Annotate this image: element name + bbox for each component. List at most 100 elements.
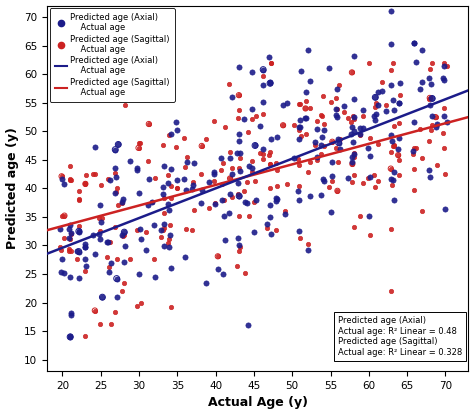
Point [151,175,159,181]
Point [180,134,188,141]
Point [182,225,190,232]
Point [413,144,420,151]
Point [91,307,99,314]
Point [319,93,327,100]
Point [317,142,325,149]
Point [98,182,105,188]
Point [410,166,418,172]
Point [248,168,255,175]
Point [210,168,218,175]
Point [244,322,252,328]
Point [68,248,75,255]
Point [99,215,106,222]
Point [107,320,114,327]
Point [434,120,441,127]
Point [395,100,402,107]
Point [426,75,433,81]
Point [387,82,394,88]
Point [387,149,394,155]
Point [432,114,439,120]
Point [340,108,348,115]
Point [250,198,257,205]
Point [259,66,267,73]
Point [360,107,367,114]
Point [283,100,291,107]
Point [82,333,89,339]
Point [227,190,234,197]
Point [241,270,249,276]
Point [333,111,340,118]
Point [111,308,119,315]
Point [135,190,142,197]
Point [350,116,357,123]
Point [105,263,112,270]
Point [111,164,118,171]
Point [295,162,303,169]
Point [382,107,390,114]
Point [180,176,188,183]
Point [283,181,291,187]
Point [359,124,366,131]
Point [160,162,168,169]
Point [104,238,111,245]
Point [105,269,112,276]
Point [82,244,89,251]
Point [328,173,336,179]
Point [365,144,372,151]
Point [198,143,206,149]
Point [111,169,118,176]
Point [348,161,356,167]
Point [302,105,310,112]
Point [273,182,281,189]
Point [165,244,173,250]
Point [296,124,304,130]
Point [245,163,252,170]
Point [222,123,229,130]
Point [340,103,348,109]
Point [366,231,374,238]
Point [133,166,141,173]
Point [366,174,374,181]
Point [66,222,74,228]
Point [428,122,436,128]
Point [387,132,394,139]
Point [75,248,82,255]
Point [67,231,74,238]
Point [428,95,436,102]
Point [333,114,340,121]
Point [236,64,243,71]
Y-axis label: Predicted age (y): Predicted age (y) [6,127,18,249]
Point [67,177,75,184]
Point [135,144,142,151]
Point [418,46,426,53]
Point [251,178,259,184]
Point [66,273,73,280]
Point [91,170,99,177]
Point [390,143,397,150]
Point [118,200,126,206]
Point [237,244,244,251]
Point [302,115,310,122]
Point [190,206,198,213]
Point [387,225,394,232]
Point [166,222,173,229]
Point [182,187,190,193]
Point [279,122,287,129]
Point [302,98,310,105]
Point [279,122,287,129]
Point [297,117,304,123]
Point [333,106,340,113]
Point [336,146,344,152]
Point [157,234,164,241]
Point [167,183,174,190]
Point [265,151,273,158]
Point [173,144,180,150]
Point [65,246,73,253]
Point [67,230,75,237]
Point [320,120,328,127]
Point [183,154,191,160]
Point [197,200,204,207]
Point [250,229,257,235]
Point [302,89,310,95]
Point [273,196,281,203]
